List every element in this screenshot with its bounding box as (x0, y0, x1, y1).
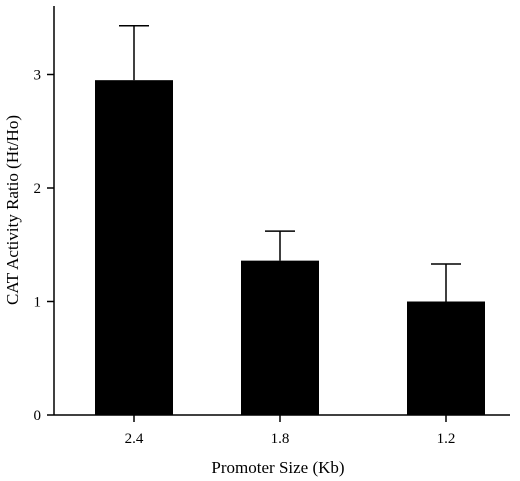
bar (407, 301, 485, 415)
bars (95, 24, 485, 416)
bar (241, 260, 319, 415)
y-axis-title: CAT Activity Ratio (Ht/Ho) (3, 115, 22, 305)
x-tick-label: 2.4 (125, 431, 144, 447)
y-tick-label: 0 (34, 408, 42, 424)
y-tick-label: 1 (34, 295, 42, 311)
y-tick-label: 2 (34, 181, 42, 197)
x-tick-label: 1.2 (437, 431, 456, 447)
x-axis-title: Promoter Size (Kb) (211, 458, 344, 477)
y-tick-label: 3 (34, 68, 42, 84)
x-tick-label: 1.8 (271, 431, 290, 447)
bar (95, 80, 173, 416)
tick-labels: 0 1 2 3 2.4 1.8 1.2 (34, 68, 456, 448)
